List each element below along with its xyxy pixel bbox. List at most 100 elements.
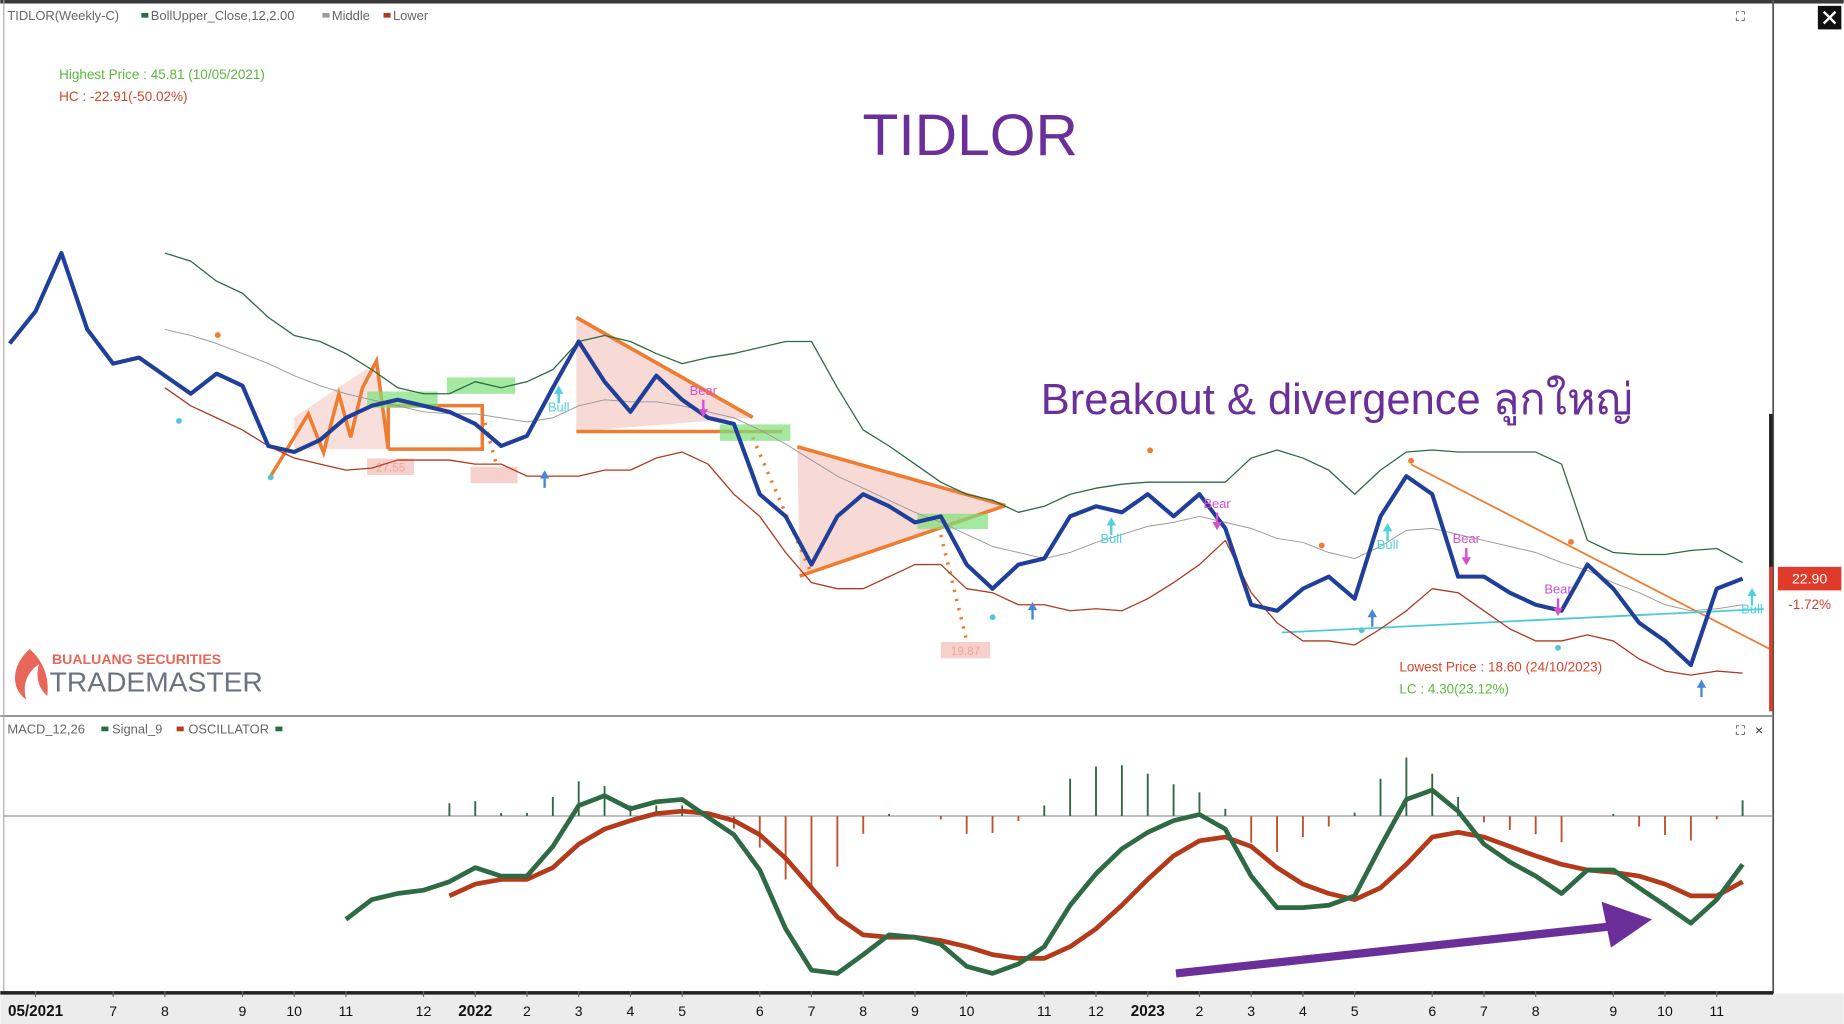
dot xyxy=(1318,542,1325,549)
x-tick-label: 10 xyxy=(286,1003,302,1019)
signal-arrow xyxy=(698,399,709,418)
hc: HC : -22.91(-50.02%) xyxy=(59,89,187,104)
legend-swatch xyxy=(383,12,391,18)
dot xyxy=(176,417,182,424)
signal-label: Bull xyxy=(1377,537,1399,552)
x-tick-label: 8 xyxy=(1532,1003,1540,1019)
dot xyxy=(214,332,221,339)
x-tick-label: 4 xyxy=(627,1003,635,1019)
price-tag xyxy=(1777,566,1842,591)
x-tick-label: 2 xyxy=(1196,1003,1204,1019)
lowest-price: Lowest Price : 18.60 (24/10/2023) xyxy=(1399,659,1602,674)
brand-product: TRADEMASTER xyxy=(50,665,263,697)
legend-entry: Signal_9 xyxy=(112,722,162,737)
lc: LC : 4.30(23.12%) xyxy=(1399,682,1509,697)
x-tick-label: 10 xyxy=(959,1003,975,1019)
x-tick-label: 10 xyxy=(1657,1003,1673,1019)
logo: BUALUANG SECURITIES TRADEMASTER xyxy=(15,648,263,700)
x-tick-label: 2 xyxy=(523,1003,531,1019)
macd-line xyxy=(448,808,1744,961)
maximize-icon[interactable]: ⛶ xyxy=(1735,723,1746,738)
x-axis-bar xyxy=(0,991,1774,995)
dot xyxy=(1408,457,1415,464)
x-tick-label: 5 xyxy=(678,1003,686,1019)
signal-label: Bear xyxy=(1544,582,1572,597)
legend-swatch xyxy=(322,12,330,18)
band-line xyxy=(164,328,1743,612)
signal-label: Bull xyxy=(1100,531,1122,546)
x-tick-label: 8 xyxy=(859,1003,867,1019)
legend-entry: Middle xyxy=(332,8,370,23)
x-axis-strip xyxy=(0,993,1844,1024)
x-tick-label: 7 xyxy=(808,1003,816,1019)
pattern-label: 27.55 xyxy=(376,461,406,474)
triangle-fill xyxy=(797,446,1006,577)
zone xyxy=(447,377,516,394)
x-tick-label: 9 xyxy=(911,1003,919,1019)
annotation: Breakout & divergence ลูกใหญ่ xyxy=(1041,374,1633,426)
x-tick-label: 7 xyxy=(1480,1003,1488,1019)
legend-swatch xyxy=(275,726,283,732)
close-icon xyxy=(1822,10,1837,25)
pattern-label: 19.87 xyxy=(951,645,980,658)
dot xyxy=(267,474,274,481)
x-tick-label: 11 xyxy=(1037,1003,1052,1019)
triangle-edge xyxy=(575,315,754,419)
x-tick-label: 12 xyxy=(416,1003,432,1019)
dot xyxy=(989,614,996,621)
top-edge xyxy=(0,0,1844,4)
legend-entry: Lower xyxy=(393,8,429,23)
tag-bg xyxy=(940,641,991,659)
legend-swatch xyxy=(141,12,149,18)
divergence-arrowhead xyxy=(1601,901,1653,948)
x-tick-label: 11 xyxy=(339,1003,354,1019)
signal-arrow xyxy=(1212,512,1222,531)
logo-mark xyxy=(15,648,48,700)
x-tick-label: 7 xyxy=(109,1003,117,1019)
maximize-icon[interactable]: ⛶ xyxy=(1735,9,1746,24)
signal-label: Bear xyxy=(690,383,718,398)
band-line xyxy=(164,252,1743,564)
x-tick-label: 2022 xyxy=(458,1003,492,1020)
signal-arrow xyxy=(1553,598,1563,617)
signal-label: Bear xyxy=(1203,496,1231,511)
dot xyxy=(1147,447,1154,454)
x-tick-label: 8 xyxy=(161,1003,169,1019)
brand-company: BUALUANG SECURITIES xyxy=(52,651,221,667)
legend-swatch xyxy=(101,726,109,732)
x-tick-label: 11 xyxy=(1709,1003,1724,1019)
signal-arrow xyxy=(1696,679,1707,698)
signal-arrow xyxy=(1747,587,1757,606)
x-tick-label: 6 xyxy=(756,1003,764,1019)
signal-arrow xyxy=(1461,547,1472,566)
macd-line xyxy=(344,787,1745,976)
x-tick-label: 4 xyxy=(1299,1003,1307,1019)
price-change: -1.72% xyxy=(1788,597,1831,612)
x-tick-label: 3 xyxy=(575,1003,583,1019)
signal-arrow xyxy=(1367,608,1377,627)
signal-arrow xyxy=(554,385,564,404)
legend-entry: BollUpper_Close,12,2.00 xyxy=(151,8,295,23)
x-tick-label: 5 xyxy=(1351,1003,1359,1019)
x-tick-label: 05/2021 xyxy=(8,1003,64,1020)
tag-bg xyxy=(367,458,415,475)
price-tag-label: 22.90 xyxy=(1792,570,1827,586)
price-line xyxy=(8,251,1744,668)
x-tick-label: 9 xyxy=(239,1003,247,1019)
projection xyxy=(751,436,814,575)
signal-label: Bear xyxy=(1453,531,1481,546)
tag-bg xyxy=(470,466,518,484)
highest-price: Highest Price : 45.81 (10/05/2021) xyxy=(59,67,265,82)
signal-label: Bull xyxy=(548,399,570,414)
pane-close[interactable]: × xyxy=(1755,722,1763,738)
dot xyxy=(1555,644,1561,651)
trend-line xyxy=(1410,463,1771,650)
x-tick-label: 2023 xyxy=(1131,1003,1165,1020)
dot xyxy=(1358,627,1365,634)
dot xyxy=(1568,539,1574,545)
symbol: TIDLOR(Weekly-C) xyxy=(7,8,119,23)
zone xyxy=(719,424,791,441)
x-tick-label: 3 xyxy=(1247,1003,1255,1019)
